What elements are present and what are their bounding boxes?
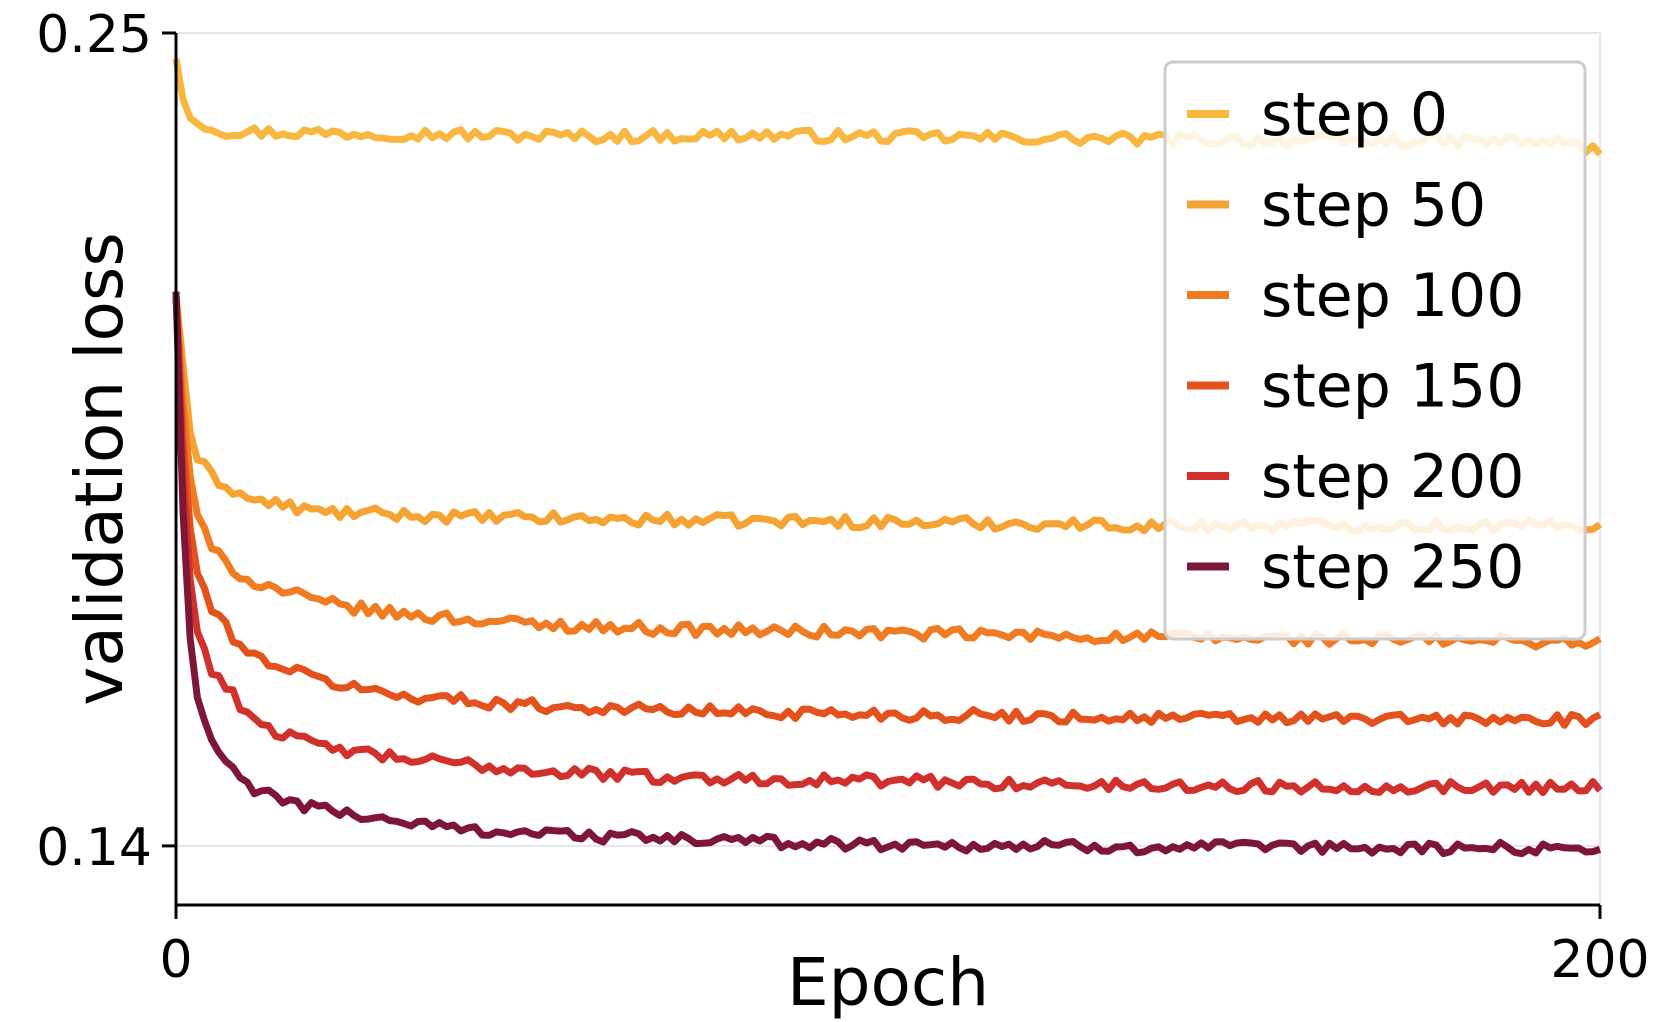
legend-item: step 250 [1187, 533, 1524, 603]
x-tick-label-0: 0 [159, 930, 192, 990]
legend-label: step 50 [1261, 171, 1486, 241]
x-axis-title: Epoch [787, 944, 989, 1021]
legend-item: step 100 [1187, 261, 1524, 331]
legend: step 0 step 50 step 100 step 150 step 200 ste… [1163, 60, 1587, 641]
series-line-step-250 [172, 291, 1602, 858]
legend-label: step 200 [1261, 442, 1524, 512]
legend-label: step 100 [1261, 261, 1524, 331]
tick-marks: 0.14 0.25 0 200 [36, 5, 1649, 990]
legend-item: step 200 [1187, 442, 1524, 512]
legend-frame [1163, 60, 1587, 641]
legend-item: step 0 [1187, 80, 1448, 150]
series-line-step-150 [172, 295, 1602, 729]
series-line-step-200 [172, 295, 1603, 797]
legend-label: step 150 [1261, 352, 1524, 422]
y-axis-title: validation loss [61, 232, 138, 705]
legend-label: step 0 [1261, 80, 1448, 150]
legend-item: step 150 [1187, 352, 1524, 422]
legend-item: step 50 [1187, 171, 1486, 241]
series-lines [172, 58, 1603, 858]
x-tick-label-1: 200 [1550, 930, 1649, 990]
axes [174, 33, 1600, 907]
legend-label: step 250 [1261, 533, 1524, 603]
y-tick-label-0: 0.14 [36, 818, 152, 878]
y-tick-label-1: 0.25 [36, 5, 152, 65]
